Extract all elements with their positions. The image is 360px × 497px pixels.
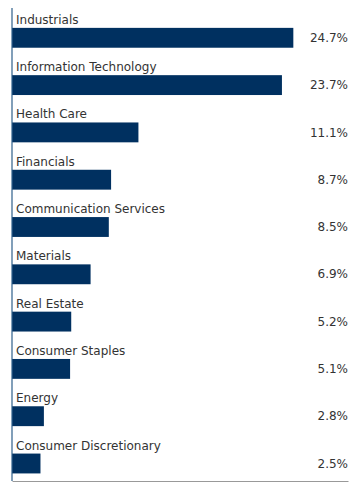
- category-label: Financials: [16, 155, 75, 169]
- category-label: Consumer Discretionary: [16, 439, 161, 453]
- bar: [12, 170, 111, 190]
- x-axis-line: [13, 481, 349, 482]
- category-label: Consumer Staples: [16, 344, 125, 358]
- category-label: Energy: [16, 391, 58, 405]
- plot: Industrials Information Technology Health …: [12, 8, 349, 482]
- category-label: Materials: [16, 249, 71, 263]
- bar: [12, 217, 109, 237]
- labels: Industrials Information Technology Health …: [16, 13, 348, 471]
- category-label: Communication Services: [16, 202, 165, 216]
- value-label: 11.1%: [310, 126, 348, 140]
- category-label: Industrials: [16, 13, 79, 27]
- category-label: Information Technology: [16, 60, 157, 74]
- bars: [12, 28, 293, 474]
- category-label: Health Care: [16, 107, 87, 121]
- value-label: 8.7%: [318, 173, 349, 187]
- category-label: Real Estate: [16, 297, 84, 311]
- chart: Industrials Information Technology Health …: [0, 0, 360, 497]
- bar: [12, 312, 71, 332]
- value-label: 8.5%: [318, 220, 349, 234]
- bar: [12, 406, 44, 426]
- bar: [12, 75, 282, 95]
- bar: [12, 359, 70, 379]
- value-label: 5.2%: [318, 315, 349, 329]
- value-label: 24.7%: [310, 31, 348, 45]
- value-label: 6.9%: [318, 267, 349, 281]
- baseline: [11, 8, 12, 481]
- bar: [12, 28, 293, 48]
- bar: [12, 122, 138, 142]
- x-axis: [13, 481, 349, 482]
- value-label: 2.5%: [318, 457, 349, 471]
- value-label: 5.1%: [318, 362, 349, 376]
- value-label: 2.8%: [318, 409, 349, 423]
- value-label: 23.7%: [310, 78, 348, 92]
- bar: [12, 454, 40, 474]
- bar: [12, 264, 91, 284]
